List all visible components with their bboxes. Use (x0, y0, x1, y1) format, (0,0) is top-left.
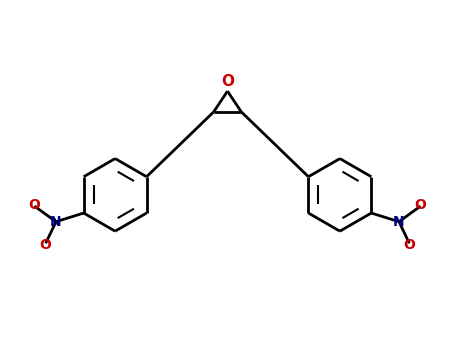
Text: O: O (415, 198, 426, 212)
Text: N: N (50, 215, 62, 229)
Text: O: O (29, 198, 40, 212)
Text: O: O (40, 238, 51, 252)
Text: O: O (404, 238, 415, 252)
Text: N: N (393, 215, 405, 229)
Text: O: O (221, 75, 234, 90)
